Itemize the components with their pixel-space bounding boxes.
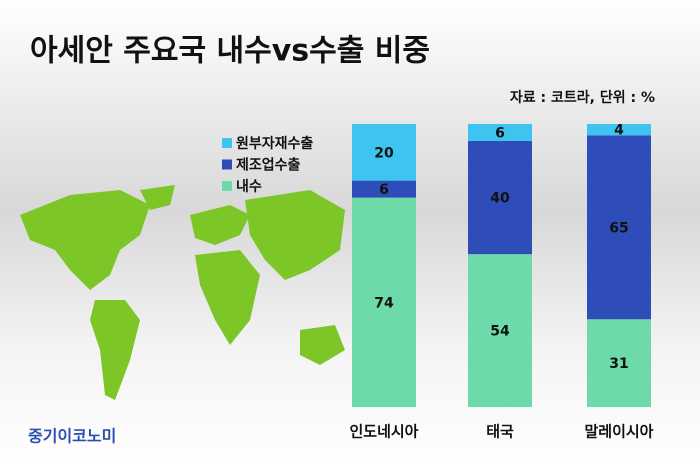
- data-label: 4: [614, 123, 624, 139]
- data-label: 31: [609, 356, 628, 372]
- bar-segment: [352, 197, 416, 407]
- data-label: 54: [490, 324, 510, 340]
- data-label: 74: [374, 295, 394, 311]
- subtitle: 자료 : 코트라, 단위 : %: [510, 89, 655, 106]
- legend-swatch: [222, 181, 232, 191]
- bar-segment: [587, 135, 651, 320]
- bar-segment: [587, 124, 651, 136]
- legend-label: 원부자재수출: [236, 135, 313, 152]
- data-label: 6: [495, 125, 505, 141]
- bar-segment: [352, 124, 416, 181]
- bar-segment: [587, 319, 651, 407]
- x-tick-label: 인도네시아: [349, 423, 418, 441]
- bar-segment: [352, 180, 416, 198]
- legend-label: 제조업수출: [236, 157, 301, 174]
- legend-label: 내수: [236, 179, 262, 195]
- chart-title: 아세안 주요국 내수vs수출 비중: [30, 34, 430, 69]
- bar-segment: [468, 254, 532, 407]
- watermark: 중기이코노미: [28, 427, 116, 446]
- world-map: [20, 185, 345, 400]
- bar-segment: [468, 124, 532, 141]
- legend-swatch: [222, 159, 232, 170]
- data-label: 40: [490, 191, 510, 207]
- x-tick-label: 태국: [486, 423, 514, 441]
- data-label: 65: [609, 220, 628, 236]
- legend-swatch: [222, 138, 232, 148]
- bar-segment: [468, 140, 532, 255]
- data-label: 20: [374, 145, 394, 161]
- x-tick-label: 말레이시아: [584, 423, 653, 441]
- data-label: 6: [379, 182, 389, 198]
